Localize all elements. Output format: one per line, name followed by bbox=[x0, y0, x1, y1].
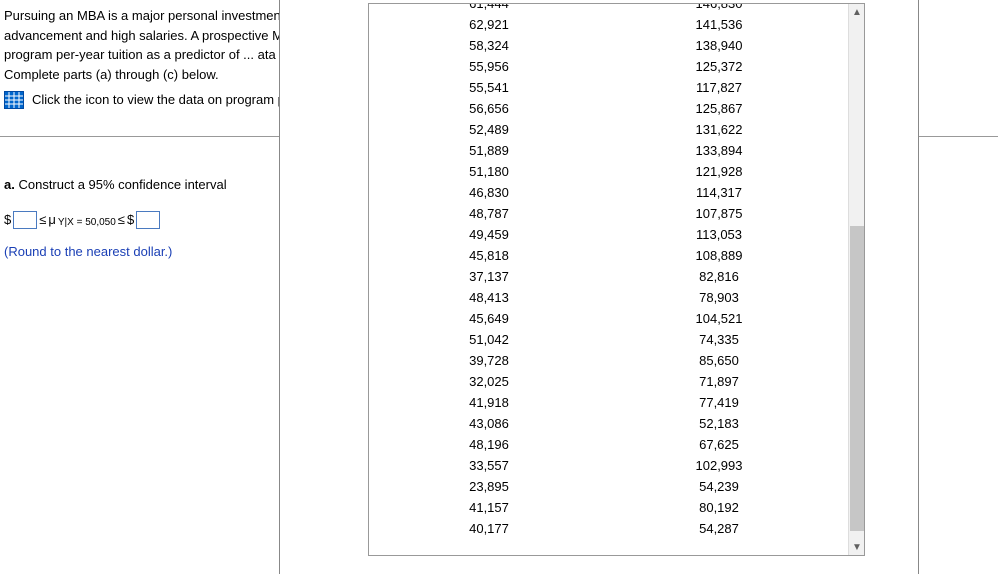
dollar-sign-upper: $ bbox=[127, 210, 134, 230]
tuition-cell: 45,649 bbox=[369, 308, 609, 329]
tuition-cell: 33,557 bbox=[369, 455, 609, 476]
table-row: 32,02571,897 bbox=[369, 371, 849, 392]
table-row: 55,541117,827 bbox=[369, 77, 849, 98]
table-row: 46,830114,317 bbox=[369, 182, 849, 203]
table-row: 39,72885,650 bbox=[369, 350, 849, 371]
table-row: 45,649104,521 bbox=[369, 308, 849, 329]
table-row: 40,17754,287 bbox=[369, 518, 849, 539]
tuition-cell: 58,324 bbox=[369, 35, 609, 56]
tuition-cell: 48,413 bbox=[369, 287, 609, 308]
cost-cell: 104,521 bbox=[609, 308, 829, 329]
cost-cell: 102,993 bbox=[609, 455, 829, 476]
cost-cell: 77,419 bbox=[609, 392, 829, 413]
table-row: 52,489131,622 bbox=[369, 119, 849, 140]
tuition-cell: 48,787 bbox=[369, 203, 609, 224]
leq-symbol-1: ≤ bbox=[39, 210, 46, 230]
tuition-cell: 41,157 bbox=[369, 497, 609, 518]
table-row: 41,15780,192 bbox=[369, 497, 849, 518]
cost-cell: 138,940 bbox=[609, 35, 829, 56]
tuition-cell: 51,889 bbox=[369, 140, 609, 161]
question-a-text: Construct a 95% confidence interval bbox=[18, 177, 226, 192]
cost-cell: 71,897 bbox=[609, 371, 829, 392]
cost-cell: 54,287 bbox=[609, 518, 829, 539]
cost-cell: 131,622 bbox=[609, 119, 829, 140]
table-row: 45,818108,889 bbox=[369, 245, 849, 266]
cost-cell: 85,650 bbox=[609, 350, 829, 371]
upper-bound-input[interactable] bbox=[136, 211, 160, 229]
chevron-up-icon: ▲ bbox=[852, 7, 862, 18]
data-table-body: 61,444146,83062,921141,53658,324138,9405… bbox=[369, 4, 849, 555]
table-row: 62,921141,536 bbox=[369, 14, 849, 35]
table-row: 49,459113,053 bbox=[369, 224, 849, 245]
table-row: 56,656125,867 bbox=[369, 98, 849, 119]
table-row: 48,19667,625 bbox=[369, 434, 849, 455]
scroll-down-button[interactable]: ▼ bbox=[849, 539, 865, 555]
tuition-cell: 32,025 bbox=[369, 371, 609, 392]
tuition-cell: 55,541 bbox=[369, 77, 609, 98]
table-row: 51,889133,894 bbox=[369, 140, 849, 161]
cost-cell: 108,889 bbox=[609, 245, 829, 266]
cost-cell: 125,867 bbox=[609, 98, 829, 119]
cost-cell: 113,053 bbox=[609, 224, 829, 245]
table-row: 51,04274,335 bbox=[369, 329, 849, 350]
tuition-cell: 56,656 bbox=[369, 98, 609, 119]
cost-cell: 67,625 bbox=[609, 434, 829, 455]
cost-cell: 82,816 bbox=[609, 266, 829, 287]
scrollbar-track[interactable]: ▲ ▼ bbox=[848, 4, 864, 555]
tuition-cell: 48,196 bbox=[369, 434, 609, 455]
cost-cell: 121,928 bbox=[609, 161, 829, 182]
table-row: 43,08652,183 bbox=[369, 413, 849, 434]
table-row: 37,13782,816 bbox=[369, 266, 849, 287]
table-row: 48,41378,903 bbox=[369, 287, 849, 308]
tuition-cell: 51,042 bbox=[369, 329, 609, 350]
tuition-cell: 37,137 bbox=[369, 266, 609, 287]
cost-cell: 107,875 bbox=[609, 203, 829, 224]
table-row: 58,324138,940 bbox=[369, 35, 849, 56]
cost-cell: 133,894 bbox=[609, 140, 829, 161]
cost-cell: 141,536 bbox=[609, 14, 829, 35]
table-row: 23,89554,239 bbox=[369, 476, 849, 497]
cost-cell: 125,372 bbox=[609, 56, 829, 77]
tuition-cell: 51,180 bbox=[369, 161, 609, 182]
mu-symbol: μ bbox=[48, 210, 56, 230]
tuition-cell: 55,956 bbox=[369, 56, 609, 77]
tuition-cell: 40,177 bbox=[369, 518, 609, 539]
lower-bound-input[interactable] bbox=[13, 211, 37, 229]
data-table-icon[interactable] bbox=[4, 91, 24, 109]
cost-cell: 117,827 bbox=[609, 77, 829, 98]
question-a-label: a. bbox=[4, 177, 15, 192]
table-row: 48,787107,875 bbox=[369, 203, 849, 224]
tuition-cell: 52,489 bbox=[369, 119, 609, 140]
tuition-cell: 23,895 bbox=[369, 476, 609, 497]
cost-cell: 52,183 bbox=[609, 413, 829, 434]
mu-subscript: Y|X = 50,050 bbox=[58, 215, 116, 230]
table-row: 41,91877,419 bbox=[369, 392, 849, 413]
chevron-down-icon: ▼ bbox=[852, 542, 862, 553]
tuition-cell: 43,086 bbox=[369, 413, 609, 434]
scroll-thumb[interactable] bbox=[850, 226, 864, 531]
cost-cell: 54,239 bbox=[609, 476, 829, 497]
tuition-cell: 46,830 bbox=[369, 182, 609, 203]
data-table-panel: 61,444146,83062,921141,53658,324138,9405… bbox=[368, 3, 865, 556]
tuition-cell: 49,459 bbox=[369, 224, 609, 245]
cost-cell: 80,192 bbox=[609, 497, 829, 518]
data-dialog: 61,444146,83062,921141,53658,324138,9405… bbox=[279, 0, 919, 574]
tuition-cell: 62,921 bbox=[369, 14, 609, 35]
table-row: 55,956125,372 bbox=[369, 56, 849, 77]
tuition-cell: 41,918 bbox=[369, 392, 609, 413]
table-row: 33,557102,993 bbox=[369, 455, 849, 476]
leq-symbol-2: ≤ bbox=[118, 210, 125, 230]
table-row: 61,444146,830 bbox=[369, 4, 849, 14]
cost-cell: 114,317 bbox=[609, 182, 829, 203]
tuition-cell: 39,728 bbox=[369, 350, 609, 371]
dollar-sign-lower: $ bbox=[4, 210, 11, 230]
cost-cell: 78,903 bbox=[609, 287, 829, 308]
cost-cell: 74,335 bbox=[609, 329, 829, 350]
scroll-up-button[interactable]: ▲ bbox=[849, 4, 865, 20]
tuition-cell: 45,818 bbox=[369, 245, 609, 266]
table-row: 51,180121,928 bbox=[369, 161, 849, 182]
